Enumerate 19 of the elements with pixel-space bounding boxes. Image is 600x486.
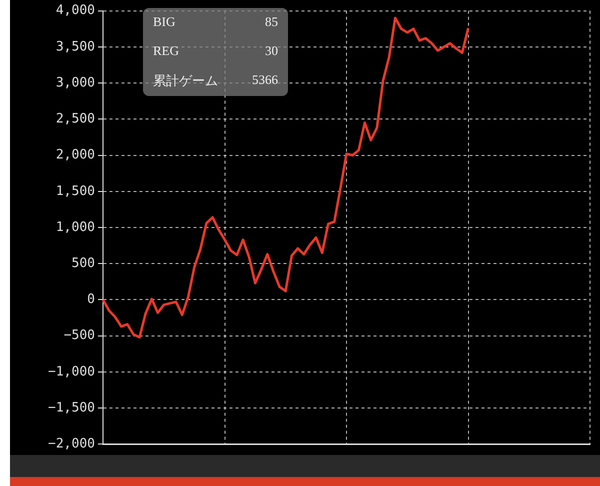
annotation: 累計ゲーム — [153, 72, 219, 90]
y-tick-label: 1,500 — [56, 184, 95, 199]
y-tick-label: 500 — [72, 256, 95, 271]
y-tick-label: 3,500 — [56, 39, 95, 54]
y-tick-label: −1,000 — [48, 364, 95, 380]
y-tick-label: −1,500 — [48, 400, 95, 416]
y-tick-label: 3,000 — [56, 75, 95, 90]
y-tick-label: 1,000 — [56, 220, 95, 235]
annotation: 5366 — [251, 72, 278, 89]
y-tick-label: −500 — [64, 328, 95, 344]
annotation: 30 — [264, 42, 278, 59]
y-tick-label: 2,000 — [56, 148, 95, 163]
y-tick-label: 4,000 — [56, 3, 95, 18]
annotation: 85 — [264, 14, 278, 30]
y-tick-label: 2,500 — [56, 112, 95, 127]
y-tick-label: −2,000 — [48, 436, 95, 452]
annotation: REG — [153, 42, 180, 59]
annotation: BIG — [153, 14, 176, 30]
y-tick-label: 0 — [87, 292, 95, 308]
